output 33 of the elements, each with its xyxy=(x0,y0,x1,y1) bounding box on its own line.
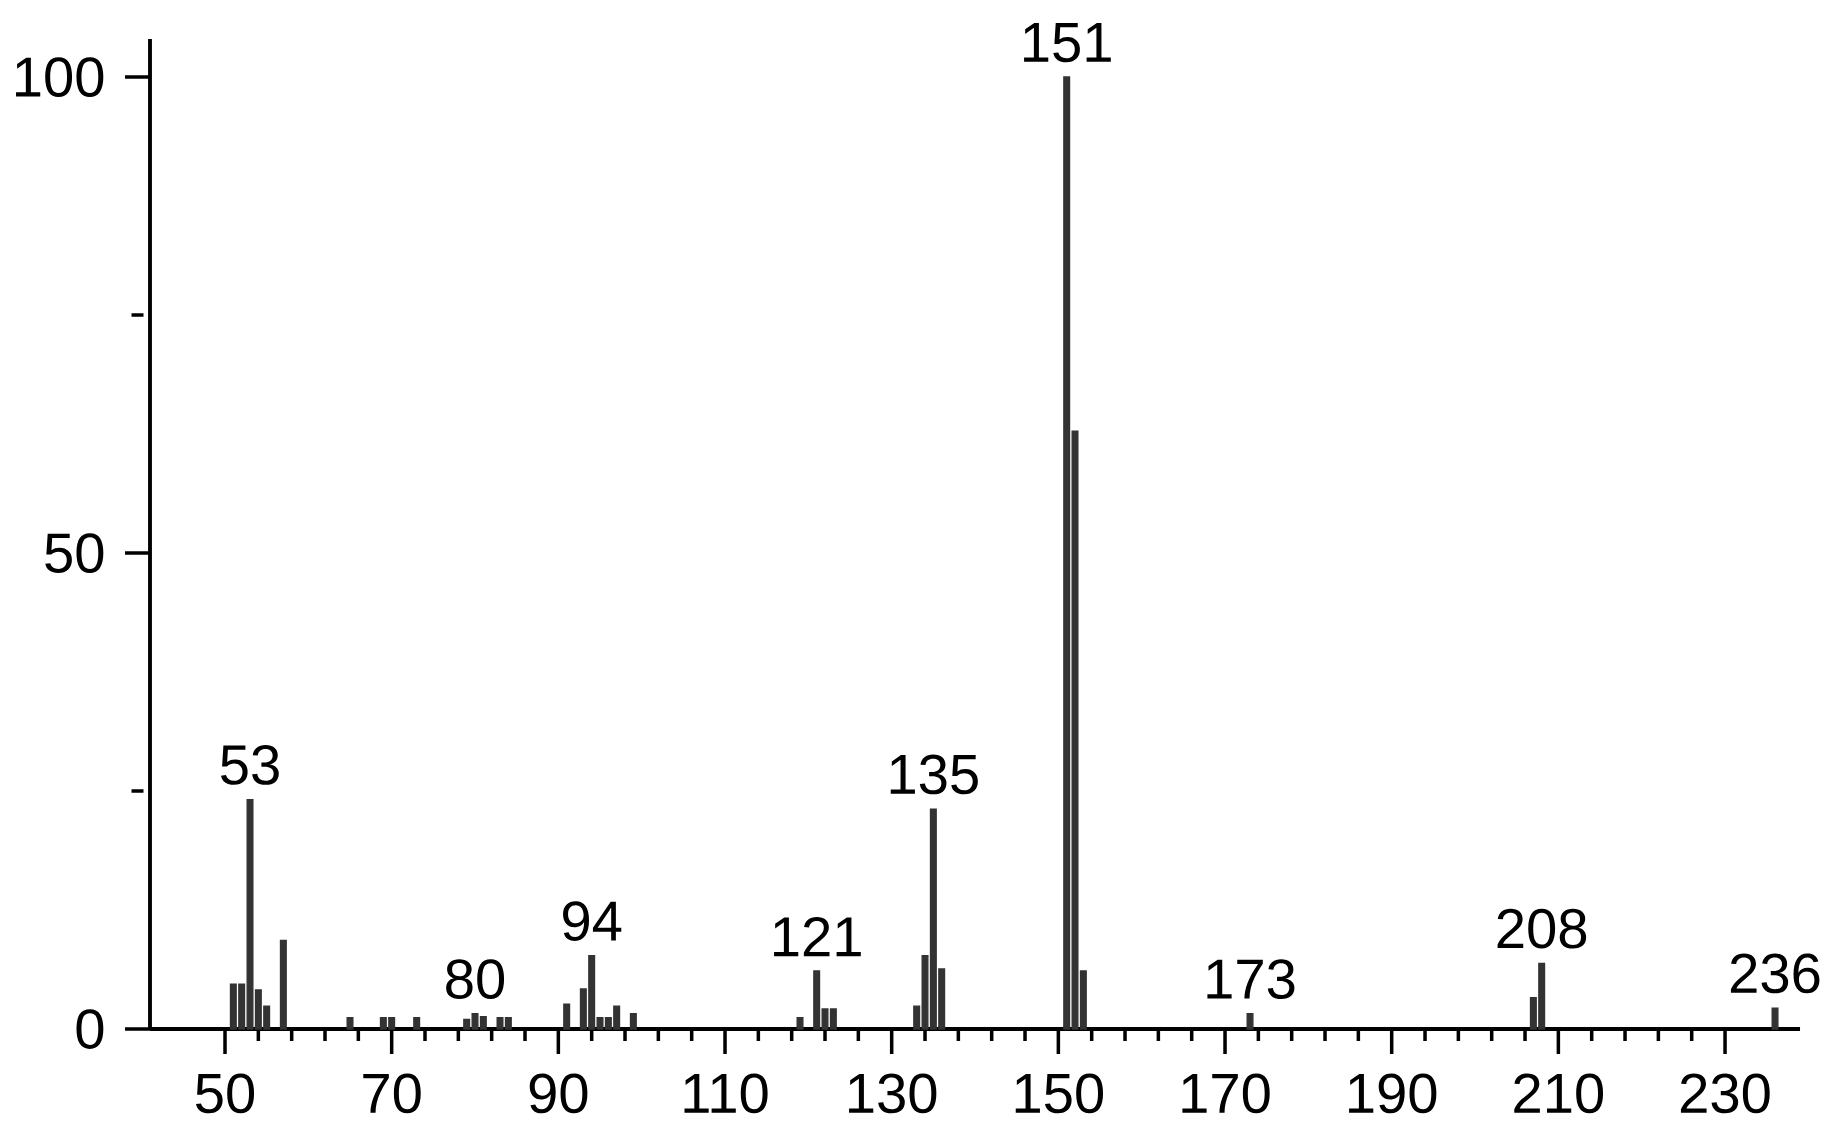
annotation: 151 xyxy=(1024,23,1111,63)
y-tick-label: 50 xyxy=(45,533,104,573)
y-tick-label: 100 xyxy=(16,57,104,97)
x-tick-label: 230 xyxy=(1680,1073,1770,1114)
annotation: 53 xyxy=(220,745,279,785)
x-tick-label: 130 xyxy=(849,1073,937,1114)
x-tick-label: 170 xyxy=(1182,1073,1270,1114)
x-tick-label: 50 xyxy=(195,1073,255,1114)
y-tick-label: 0 xyxy=(76,1009,104,1049)
bar xyxy=(413,1016,421,1030)
bar xyxy=(913,1005,921,1030)
x-tick-label: 210 xyxy=(1514,1073,1604,1114)
annotation: 173 xyxy=(1207,959,1295,1000)
x-tick-label: 190 xyxy=(1349,1073,1437,1114)
bar xyxy=(796,1016,804,1030)
annotation: 94 xyxy=(563,901,622,941)
x-tick-label: 90 xyxy=(529,1073,588,1114)
bar xyxy=(563,1003,571,1030)
annotation: 121 xyxy=(774,916,861,957)
bar xyxy=(346,1016,354,1030)
bar xyxy=(1246,1013,1254,1030)
bar xyxy=(1063,76,1071,1030)
annotation: 135 xyxy=(890,754,978,795)
annotation: 80 xyxy=(446,959,505,1000)
annotation: 208 xyxy=(1497,908,1587,949)
bar xyxy=(629,1013,637,1030)
bar xyxy=(279,939,287,1030)
annotation: 236 xyxy=(1730,953,1820,994)
bar xyxy=(463,1018,471,1030)
x-tick-label: 110 xyxy=(684,1073,768,1114)
bar xyxy=(1771,1007,1779,1030)
x-tick-label: 150 xyxy=(1015,1073,1104,1114)
x-tick-label: 70 xyxy=(363,1073,421,1114)
